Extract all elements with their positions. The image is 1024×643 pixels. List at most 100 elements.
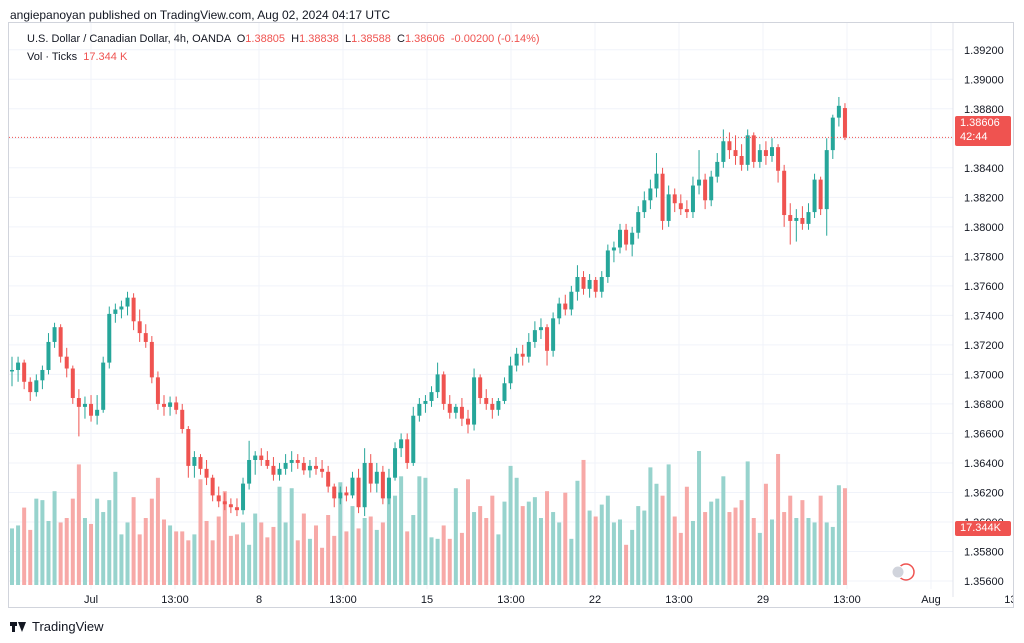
x-tick-label: 29 bbox=[757, 594, 769, 606]
volume-bar bbox=[234, 534, 239, 585]
candle-body bbox=[812, 179, 817, 213]
change-value: -0.00200 (-0.14%) bbox=[450, 33, 540, 45]
candle-body bbox=[204, 468, 209, 478]
symbol-legend[interactable]: U.S. Dollar / Canadian Dollar, 4h, OANDA… bbox=[27, 33, 540, 45]
volume-bar bbox=[241, 522, 246, 585]
candle-body bbox=[800, 217, 805, 224]
volume-bar bbox=[751, 518, 756, 585]
candle-body bbox=[180, 409, 185, 430]
candle-body bbox=[520, 353, 525, 357]
y-tick-label: 1.38800 bbox=[964, 104, 1004, 116]
volume-bar bbox=[162, 519, 166, 585]
candle-body bbox=[763, 150, 768, 157]
candle-body bbox=[143, 333, 148, 342]
volume-bar bbox=[806, 518, 811, 585]
candle-body bbox=[599, 277, 604, 292]
candle-body bbox=[234, 507, 239, 511]
candle-body bbox=[715, 161, 720, 177]
candle-body bbox=[380, 471, 385, 499]
volume-bar bbox=[350, 506, 355, 585]
volume-bar bbox=[149, 498, 154, 585]
volume-bar bbox=[569, 538, 574, 585]
volume-bar bbox=[411, 515, 416, 585]
volume-bar bbox=[320, 547, 325, 585]
candle-body bbox=[326, 471, 331, 487]
chart-area[interactable]: 1.392001.390001.388001.386001.384001.382… bbox=[8, 22, 1014, 608]
candle-body bbox=[40, 369, 45, 381]
volume-bar bbox=[204, 520, 209, 585]
y-tick-label: 1.36200 bbox=[964, 487, 1004, 499]
x-tick-label: 13:00 bbox=[161, 594, 189, 606]
candle-body bbox=[551, 318, 556, 351]
volume-bar bbox=[624, 544, 629, 585]
symbol-name[interactable]: U.S. Dollar / Canadian Dollar, 4h, OANDA bbox=[27, 33, 231, 45]
volume-bar bbox=[137, 534, 142, 585]
candle-body bbox=[307, 465, 312, 471]
chart-svg[interactable]: 1.392001.390001.388001.386001.384001.382… bbox=[9, 23, 1013, 607]
volume-bar bbox=[113, 471, 118, 585]
candle-body bbox=[709, 176, 714, 201]
x-tick-label: 13:0 bbox=[1004, 594, 1013, 606]
candle-body bbox=[745, 135, 750, 165]
y-tick-label: 1.36400 bbox=[964, 458, 1004, 470]
volume-bar bbox=[180, 531, 185, 585]
volume-bar bbox=[666, 464, 671, 585]
candle-body bbox=[435, 374, 440, 393]
y-tick-label: 1.38400 bbox=[964, 163, 1004, 175]
y-tick-label: 1.35800 bbox=[964, 546, 1004, 558]
candle-body bbox=[514, 353, 519, 366]
candle-body bbox=[782, 170, 787, 216]
candle-body bbox=[423, 400, 428, 404]
volume-legend[interactable]: Vol · Ticks 17.344 K bbox=[27, 51, 127, 63]
volume-bar bbox=[788, 495, 793, 585]
y-tick-label: 1.37000 bbox=[964, 369, 1004, 381]
candle-body bbox=[733, 150, 738, 157]
candle-body bbox=[113, 309, 118, 314]
candle-body bbox=[751, 135, 756, 162]
volume-bar bbox=[502, 501, 507, 585]
volume-bar bbox=[405, 531, 410, 585]
candle-body bbox=[362, 462, 367, 508]
footer-brand[interactable]: TradingView bbox=[10, 619, 104, 634]
volume-bar bbox=[557, 522, 562, 585]
candle-body bbox=[611, 247, 616, 251]
last-price-tag: 1.38606 42:44 bbox=[955, 116, 1011, 146]
volume-bar bbox=[818, 495, 823, 585]
candle-body bbox=[757, 150, 762, 162]
candle-body bbox=[721, 141, 726, 162]
candle-body bbox=[137, 321, 142, 334]
candle-body bbox=[241, 483, 246, 511]
close-value: 1.38606 bbox=[404, 33, 445, 45]
volume-bar bbox=[684, 486, 689, 585]
volume-bar bbox=[417, 476, 422, 585]
x-tick-label: 13:00 bbox=[833, 594, 861, 606]
candle-body bbox=[453, 406, 458, 413]
candle-body bbox=[125, 297, 130, 307]
volume-bar bbox=[70, 498, 75, 585]
volume-bar bbox=[830, 526, 835, 585]
volume-bar bbox=[338, 482, 343, 585]
volume-bar bbox=[563, 492, 568, 585]
volume-bar bbox=[89, 523, 94, 585]
volume-bar bbox=[332, 535, 337, 585]
candle-body bbox=[162, 403, 166, 407]
volume-bar bbox=[326, 515, 331, 585]
candle-body bbox=[727, 141, 732, 151]
volume-bar bbox=[289, 488, 294, 585]
candle-body bbox=[174, 402, 179, 410]
volume-bar bbox=[587, 510, 592, 585]
volume-bar bbox=[447, 538, 452, 585]
candle-body bbox=[490, 403, 495, 410]
volume-bar bbox=[386, 477, 391, 585]
low-label: L bbox=[345, 33, 352, 45]
volume-bar bbox=[484, 518, 489, 585]
candle-body bbox=[484, 398, 489, 404]
volume-bar bbox=[253, 513, 258, 585]
volume-bar bbox=[581, 459, 586, 585]
candle-body bbox=[22, 362, 27, 382]
candle-body bbox=[198, 457, 203, 469]
volume-bar bbox=[198, 479, 203, 585]
x-tick-label: 8 bbox=[256, 594, 262, 606]
volume-label[interactable]: Vol · Ticks bbox=[27, 51, 78, 63]
candle-body bbox=[630, 232, 635, 245]
